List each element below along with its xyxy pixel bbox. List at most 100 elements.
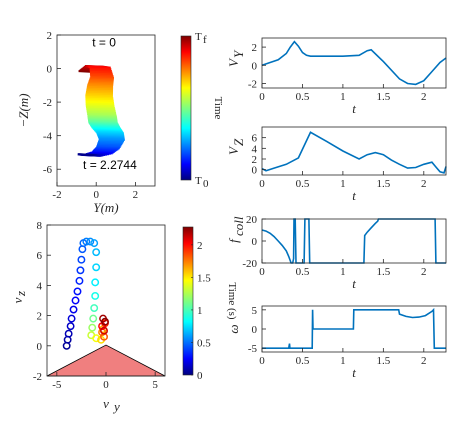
vz-xtick-label: 0.5 <box>296 178 310 190</box>
trajectory-ytick-label: -6 <box>43 164 53 176</box>
velocity-point <box>82 237 91 246</box>
trajectory-body <box>87 114 117 118</box>
fcoll-xtick-label: 2 <box>421 266 427 278</box>
trajectory-body <box>98 137 125 141</box>
trajectory-body <box>89 77 114 81</box>
trajectory-body <box>87 112 117 116</box>
omega-xtick-label: 0.5 <box>296 355 310 367</box>
trajectory-body <box>97 142 123 146</box>
trajectory-body <box>77 153 94 157</box>
trajectory-body <box>97 133 125 137</box>
trajectory-body <box>89 78 114 82</box>
velocity-point <box>86 237 95 246</box>
velocity-point <box>90 304 99 312</box>
omega-xtick-label: 2 <box>421 355 427 367</box>
omega-xlabel: t <box>352 365 356 380</box>
velocity-point <box>101 317 109 326</box>
trajectory-body <box>85 95 114 100</box>
fcoll-xlabel: t <box>352 276 356 291</box>
velocity-point <box>92 263 101 272</box>
velocity-point <box>92 248 101 257</box>
vz-xtick-label: 2 <box>421 178 427 190</box>
vz-xtick-label: 0 <box>259 178 265 190</box>
trajectory-body <box>96 143 122 147</box>
trajectory-body <box>88 80 114 84</box>
velocity-ytick-label: 0 <box>37 341 43 353</box>
velocity-point <box>92 334 101 343</box>
velocity-colorbar-label: Time (s) <box>226 282 238 320</box>
velocity-ytick-label: -2 <box>33 371 42 383</box>
trajectory-body <box>97 134 125 138</box>
trajectory-body <box>96 131 124 135</box>
trajectory-colorbar-label: Time <box>212 97 224 120</box>
trajectory-body <box>97 135 125 139</box>
trajectory-body <box>86 107 116 111</box>
vz-axes <box>261 126 447 176</box>
vy-ytick-label: 2 <box>252 42 258 54</box>
trajectory-colorbar <box>180 35 192 181</box>
fcoll-axes <box>261 218 447 264</box>
trajectory-body <box>90 75 114 79</box>
velocity-point <box>75 276 84 285</box>
trajectory-ytick-label: 0 <box>47 64 53 76</box>
fcoll-xtick-label: 1 <box>340 266 346 278</box>
velocity-ylabel-sub: z <box>13 291 28 297</box>
velocity-colorbar-tick-label: 1 <box>197 305 203 317</box>
omega-xtick-label: 1.5 <box>376 355 390 367</box>
vy-axes <box>261 37 447 89</box>
trajectory-body <box>87 115 117 119</box>
vz-ytick-label: 4 <box>252 143 258 155</box>
fcoll-ylabel-sub: coll <box>231 216 246 236</box>
velocity-point <box>66 322 75 331</box>
velocity-cone <box>46 344 166 377</box>
trajectory-body <box>86 85 114 89</box>
velocity-colorbar-tick-label: 2 <box>197 240 203 252</box>
trajectory-body <box>85 104 115 108</box>
trajectory-body <box>87 84 114 88</box>
velocity-point <box>73 287 82 296</box>
trajectory-body <box>88 81 114 85</box>
fcoll-series <box>261 218 446 264</box>
omega-ytick-label: 5 <box>252 305 258 317</box>
trajectory-body <box>87 117 118 121</box>
fcoll-xtick-label: 0 <box>259 266 265 278</box>
velocity-xtick-label: -5 <box>52 379 62 391</box>
velocity-point <box>88 323 97 332</box>
trajectory-body <box>88 118 118 122</box>
velocity-point <box>69 305 78 314</box>
trajectory-body <box>85 97 114 101</box>
vz-ylabel-sub: Z <box>231 138 246 146</box>
trajectory-body <box>86 87 114 91</box>
velocity-ytick-label: 6 <box>37 250 43 262</box>
fcoll-ylabel: f <box>226 237 241 243</box>
trajectory-colorbar-top: T <box>195 31 202 43</box>
velocity-colorbar <box>182 226 194 376</box>
trajectory-body <box>86 111 117 115</box>
trajectory-annotation-end: t = 2.2744 <box>83 158 137 172</box>
trajectory-xtick-label: 2 <box>133 189 139 201</box>
vz-xtick-label: 1.5 <box>376 178 390 190</box>
vy-ylabel: V <box>226 57 241 67</box>
vz-xtick-label: 1 <box>340 178 346 190</box>
vy-ytick-label: 0 <box>252 60 258 72</box>
vy-xtick-label: 0 <box>259 91 265 103</box>
trajectory-body <box>88 120 118 124</box>
vz-ytick-label: 0 <box>252 165 258 177</box>
trajectory-xtick-label: 0 <box>93 189 99 201</box>
trajectory-body <box>87 82 114 86</box>
velocity-ytick-label: 4 <box>37 280 43 292</box>
velocity-point <box>91 278 100 287</box>
omega-xtick-label: 1 <box>340 355 346 367</box>
trajectory-body <box>96 132 124 136</box>
trajectory-body <box>85 106 115 110</box>
trajectory-body <box>89 65 111 69</box>
velocity-xtick-label: 5 <box>152 379 158 391</box>
trajectory-body <box>90 74 114 78</box>
velocity-point <box>76 266 85 275</box>
velocity-point <box>90 239 99 248</box>
trajectory-colorbar-bottom-sub: 0 <box>203 178 209 190</box>
omega-ytick-label: -5 <box>248 343 258 355</box>
vy-xlabel: t <box>352 101 356 116</box>
omega-xtick-label: 0 <box>259 355 265 367</box>
